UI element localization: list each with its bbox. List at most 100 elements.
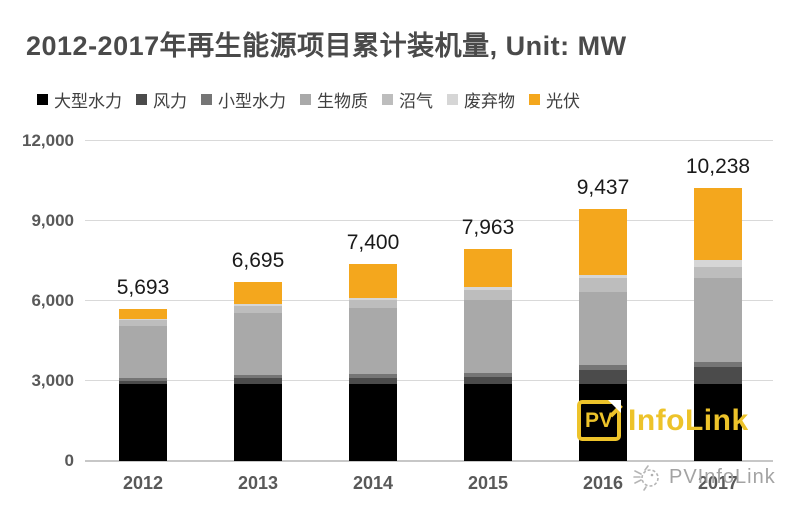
bar-segment-2012-沼气 xyxy=(119,320,167,326)
bar-total-label-2016: 9,437 xyxy=(576,176,630,200)
legend-item-废弃物: 废弃物 xyxy=(447,87,515,112)
bar-segment-2017-废弃物 xyxy=(694,259,742,267)
bar-segment-2014-光伏 xyxy=(349,263,397,299)
y-axis-tick-label: 12,000 xyxy=(22,131,74,150)
gridline-12,000 xyxy=(85,140,773,141)
pvinfolink-logo-icon: PV xyxy=(577,400,621,441)
bar-segment-2015-大型水力 xyxy=(464,383,512,461)
legend-item-光伏: 光伏 xyxy=(529,87,580,112)
bar-2013 xyxy=(234,141,282,461)
bar-total-label-2017: 10,238 xyxy=(685,155,751,178)
bar-segment-2013-废弃物 xyxy=(234,304,282,306)
legend-swatch-icon xyxy=(529,94,540,105)
bar-2015 xyxy=(464,141,512,461)
bar-2012 xyxy=(119,141,167,461)
x-axis-label-2015: 2015 xyxy=(467,473,509,493)
watermark-text: PVInfoLink xyxy=(669,465,776,488)
legend-swatch-icon xyxy=(136,94,147,105)
bar-segment-2015-沼气 xyxy=(464,290,512,300)
x-axis-label-2017: 2017 xyxy=(697,473,739,493)
legend-swatch-icon xyxy=(300,94,311,105)
chart-title: 2012-2017年再生能源项目累计装机量, Unit: MW xyxy=(26,31,627,61)
pvinfolink-logo: PV InfoLink xyxy=(577,400,749,441)
bar-segment-2015-废弃物 xyxy=(464,286,512,291)
bar-segment-2012-大型水力 xyxy=(119,383,167,461)
bar-segment-2017-光伏 xyxy=(694,188,742,260)
legend-item-沼气: 沼气 xyxy=(382,87,433,112)
y-axis-tick-label: 3,000 xyxy=(31,371,74,390)
gridline-6,000 xyxy=(85,300,773,301)
bar-total-label-2013: 6,695 xyxy=(231,249,285,273)
x-axis-label-2012: 2012 xyxy=(122,473,164,493)
x-axis-label-2013: 2013 xyxy=(237,473,279,493)
bar-total-label-2012: 5,693 xyxy=(116,276,170,300)
legend-swatch-icon xyxy=(37,94,48,105)
y-axis-tick-label: 0 xyxy=(64,451,74,470)
legend-label: 生物质 xyxy=(317,92,368,111)
legend-label: 沼气 xyxy=(399,92,433,111)
bar-segment-2014-生物质 xyxy=(349,308,397,374)
bar-segment-2016-光伏 xyxy=(579,209,627,275)
legend-item-生物质: 生物质 xyxy=(300,87,368,112)
logo-pv-text: PV xyxy=(584,408,613,432)
bar-total-label-2015: 7,963 xyxy=(461,215,515,239)
bar-segment-2017-小型水力 xyxy=(694,361,742,367)
bar-segment-2016-小型水力 xyxy=(579,365,627,370)
legend-label: 废弃物 xyxy=(464,92,515,111)
bar-segment-2013-风力 xyxy=(234,377,282,384)
bar-segment-2015-风力 xyxy=(464,377,512,384)
bar-segment-2014-大型水力 xyxy=(349,383,397,461)
gridline-9,000 xyxy=(85,220,773,221)
legend-label: 风力 xyxy=(153,92,187,111)
bar-segment-2015-光伏 xyxy=(464,248,512,287)
bar-segment-2012-废弃物 xyxy=(119,319,167,321)
x-axis-label-2016: 2016 xyxy=(582,473,624,493)
bar-segment-2013-沼气 xyxy=(234,305,282,313)
legend-swatch-icon xyxy=(382,94,393,105)
bar-segment-2016-生物质 xyxy=(579,291,627,366)
bar-segment-2012-小型水力 xyxy=(119,377,167,381)
bar-segment-2016-沼气 xyxy=(579,278,627,292)
x-axis-label-2014: 2014 xyxy=(352,473,394,493)
bar-segment-2013-生物质 xyxy=(234,312,282,375)
bar-segment-2013-光伏 xyxy=(234,282,282,305)
legend-item-大型水力: 大型水力 xyxy=(37,87,122,112)
legend-swatch-icon xyxy=(447,94,458,105)
bar-segment-2012-风力 xyxy=(119,380,167,384)
bar-segment-2017-生物质 xyxy=(694,277,742,362)
bar-segment-2015-小型水力 xyxy=(464,372,512,378)
watermark-cat-icon xyxy=(633,465,659,491)
bar-segment-2014-沼气 xyxy=(349,300,397,309)
y-axis-tick-label: 6,000 xyxy=(31,291,74,310)
bar-2014 xyxy=(349,141,397,461)
bar-segment-2014-小型水力 xyxy=(349,373,397,378)
bar-segment-2013-大型水力 xyxy=(234,383,282,461)
bar-segment-2014-废弃物 xyxy=(349,298,397,301)
bar-segment-2012-光伏 xyxy=(119,309,167,320)
logo-name-text: InfoLink xyxy=(628,403,749,437)
legend-label: 大型水力 xyxy=(54,92,122,111)
bar-2017 xyxy=(694,141,742,461)
legend-label: 光伏 xyxy=(546,92,580,111)
bar-segment-2016-风力 xyxy=(579,370,627,384)
bar-segment-2017-沼气 xyxy=(694,266,742,278)
bar-segment-2012-生物质 xyxy=(119,325,167,378)
gridline-3,000 xyxy=(85,380,773,381)
legend-swatch-icon xyxy=(201,94,212,105)
bar-segment-2017-风力 xyxy=(694,366,742,384)
legend-item-风力: 风力 xyxy=(136,87,187,112)
y-axis-tick-label: 9,000 xyxy=(31,211,74,230)
bar-segment-2013-小型水力 xyxy=(234,374,282,378)
bar-segment-2016-废弃物 xyxy=(579,274,627,279)
bar-segment-2017-大型水力 xyxy=(694,383,742,461)
wechat-watermark: PVInfoLink xyxy=(632,461,776,493)
x-axis-line xyxy=(85,460,773,462)
plot-area: 0 3,000 6,000 9,000 12,000 5,693 2012 6,695 2013… xyxy=(22,132,773,493)
bar-segment-2014-风力 xyxy=(349,377,397,384)
legend: 大型水力 风力 小型水力 生物质 沼气 废弃物 光伏 xyxy=(37,87,580,112)
legend-label: 小型水力 xyxy=(218,92,286,111)
legend-item-小型水力: 小型水力 xyxy=(201,87,286,112)
bar-total-label-2014: 7,400 xyxy=(346,230,400,254)
bar-segment-2015-生物质 xyxy=(464,300,512,373)
